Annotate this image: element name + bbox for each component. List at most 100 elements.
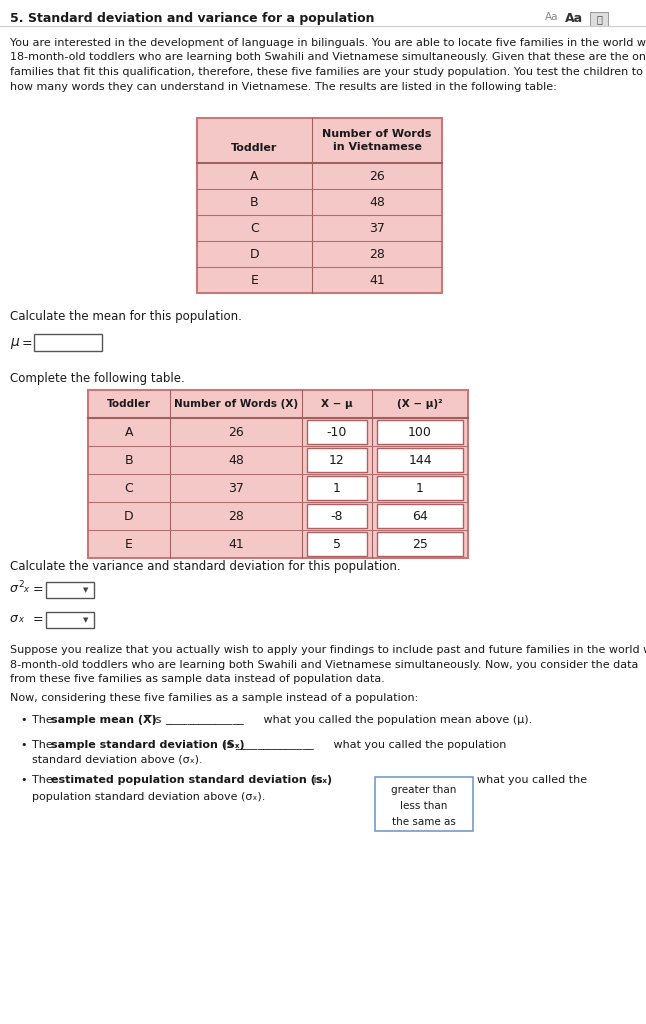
Text: 1: 1 — [333, 481, 341, 495]
Text: -8: -8 — [331, 510, 343, 522]
Text: ______________: ______________ — [235, 740, 314, 750]
Text: You are interested in the development of language in bilinguals. You are able to: You are interested in the development of… — [10, 38, 646, 48]
Text: 2: 2 — [18, 580, 24, 589]
Text: The: The — [32, 715, 56, 725]
Text: greater than: greater than — [391, 785, 457, 795]
Text: Standard deviation and variance for a population: Standard deviation and variance for a po… — [28, 12, 375, 25]
Text: =: = — [22, 337, 33, 350]
Text: 1: 1 — [416, 481, 424, 495]
Text: Complete the following table.: Complete the following table. — [10, 372, 185, 385]
Text: what you called the: what you called the — [477, 775, 587, 785]
Text: σ: σ — [10, 582, 18, 595]
Text: A: A — [250, 170, 259, 182]
Text: 5.: 5. — [10, 12, 32, 25]
Text: population standard deviation above (σₓ).: population standard deviation above (σₓ)… — [32, 792, 266, 802]
Text: C: C — [250, 221, 259, 234]
Bar — [307, 449, 367, 472]
Text: Number of Words (X): Number of Words (X) — [174, 399, 298, 409]
Text: ⎙: ⎙ — [596, 14, 602, 24]
Text: is: is — [149, 715, 162, 725]
Bar — [307, 504, 367, 528]
Text: sample standard deviation (Sₓ): sample standard deviation (Sₓ) — [51, 740, 245, 750]
Bar — [377, 476, 463, 500]
Text: μ: μ — [10, 335, 19, 349]
Text: Now, considering these five families as a sample instead of a population:: Now, considering these five families as … — [10, 693, 418, 703]
Bar — [377, 532, 463, 556]
Text: 37: 37 — [369, 221, 385, 234]
Text: -10: -10 — [327, 426, 347, 438]
Text: is: is — [310, 775, 322, 785]
Text: ▼: ▼ — [83, 617, 89, 623]
Text: σ: σ — [10, 612, 18, 625]
Text: 37: 37 — [228, 481, 244, 495]
Bar — [34, 334, 102, 351]
Text: in Vietnamese: in Vietnamese — [333, 142, 421, 152]
Text: =: = — [33, 613, 44, 626]
Text: 8-month-old toddlers who are learning both Swahili and Vietnamese simultaneously: 8-month-old toddlers who are learning bo… — [10, 659, 638, 670]
Text: x: x — [18, 615, 23, 624]
Text: 5: 5 — [333, 538, 341, 551]
Text: the same as: the same as — [392, 817, 456, 827]
Text: A: A — [125, 426, 133, 438]
Text: (X − μ)²: (X − μ)² — [397, 399, 443, 409]
Bar — [197, 118, 442, 293]
Text: E: E — [125, 538, 133, 551]
Text: The: The — [32, 740, 56, 750]
Text: •: • — [20, 740, 26, 750]
Text: Calculate the mean for this population.: Calculate the mean for this population. — [10, 310, 242, 323]
Text: sample mean (X̅): sample mean (X̅) — [51, 715, 157, 725]
Text: estimated population standard deviation (sₓ): estimated population standard deviation … — [51, 775, 332, 785]
Bar — [377, 449, 463, 472]
Text: standard deviation above (σₓ).: standard deviation above (σₓ). — [32, 755, 203, 765]
Text: x: x — [23, 585, 28, 594]
Text: D: D — [250, 248, 259, 260]
Text: E: E — [251, 273, 258, 287]
Text: families that fit this qualification, therefore, these five families are your st: families that fit this qualification, th… — [10, 67, 646, 77]
Text: 28: 28 — [228, 510, 244, 522]
Text: C: C — [125, 481, 133, 495]
Text: 25: 25 — [412, 538, 428, 551]
Text: 41: 41 — [228, 538, 244, 551]
Bar — [307, 476, 367, 500]
Text: from these five families as sample data instead of population data.: from these five families as sample data … — [10, 674, 385, 684]
Text: 64: 64 — [412, 510, 428, 522]
Text: what you called the population: what you called the population — [330, 740, 506, 750]
Bar — [46, 612, 94, 628]
Bar — [88, 390, 468, 558]
Text: Toddler: Toddler — [107, 399, 151, 409]
Text: =: = — [33, 583, 44, 596]
Text: 144: 144 — [408, 454, 432, 467]
Text: what you called the population mean above (μ).: what you called the population mean abov… — [260, 715, 532, 725]
Text: B: B — [125, 454, 133, 467]
Text: 48: 48 — [228, 454, 244, 467]
Text: ______________: ______________ — [165, 715, 244, 725]
Bar — [375, 777, 473, 831]
Text: X − μ: X − μ — [321, 399, 353, 409]
Text: •: • — [20, 775, 26, 785]
Text: Number of Words: Number of Words — [322, 129, 432, 139]
Text: how many words they can understand in Vietnamese. The results are listed in the : how many words they can understand in Vi… — [10, 82, 557, 91]
Text: 26: 26 — [369, 170, 385, 182]
Bar — [307, 420, 367, 444]
Text: 12: 12 — [329, 454, 345, 467]
Text: 48: 48 — [369, 196, 385, 209]
Text: ▼: ▼ — [83, 587, 89, 593]
Text: 26: 26 — [228, 426, 244, 438]
Bar — [590, 12, 608, 26]
Text: is: is — [220, 740, 233, 750]
Bar — [377, 420, 463, 444]
Text: Aa: Aa — [545, 12, 559, 22]
Text: less than: less than — [401, 801, 448, 811]
Bar — [46, 582, 94, 598]
Text: •: • — [20, 715, 26, 725]
Bar — [307, 532, 367, 556]
Text: 28: 28 — [369, 248, 385, 260]
Text: D: D — [124, 510, 134, 522]
Text: Aa: Aa — [565, 12, 583, 25]
Text: 41: 41 — [369, 273, 385, 287]
Text: Calculate the variance and standard deviation for this population.: Calculate the variance and standard devi… — [10, 560, 401, 573]
Text: B: B — [250, 196, 259, 209]
Text: Toddler: Toddler — [231, 143, 278, 153]
Bar — [377, 504, 463, 528]
Text: The: The — [32, 775, 56, 785]
